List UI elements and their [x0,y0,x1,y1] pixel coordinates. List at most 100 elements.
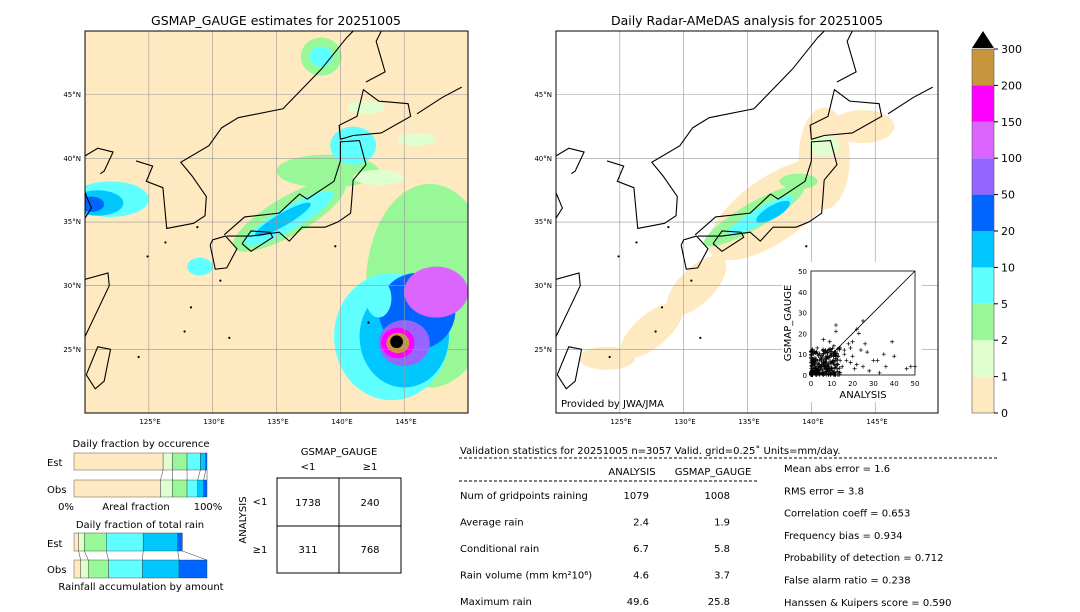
lat-tick: 35°N [63,218,81,226]
colorbar-tick-label: 2 [1001,334,1008,347]
validation-stats: Validation statistics for 20251005 n=305… [459,445,997,609]
scatter-point [835,351,839,356]
colorbar-segment [972,267,994,304]
fraction-segment [186,452,201,471]
scatter-point [812,369,817,374]
coastline [556,346,583,390]
occurrence-obs-label: Obs [47,485,66,496]
scatter-point [831,359,836,364]
table-col-label: ≥1 [363,462,378,473]
fraction-segment [172,452,188,471]
scatter-point [875,358,880,363]
scatter-point [810,372,815,377]
rain-contour [397,132,437,146]
coastline [887,86,933,115]
lon-tick: 145°E [395,418,416,426]
coastline [680,235,709,270]
colorbar-tick-label: 0 [1001,407,1008,420]
connector-line [84,550,89,561]
scatter-point [863,341,868,346]
rain-contour [353,169,405,186]
lat-tick: 30°N [534,282,552,290]
colorbar-segment [972,340,994,377]
colorbar-tick-label: 10 [1001,261,1015,274]
scatter-point [835,354,840,359]
table-cell: 1738 [295,498,320,509]
scatter-point [815,345,820,350]
lon-tick: 140°E [802,418,823,426]
scatter-point [867,368,872,373]
coastline [694,139,838,242]
coastline [209,235,238,270]
table-row-title: ANALYSIS [238,496,249,543]
scatter-x-tick: 20 [848,380,857,388]
scatter-point [827,339,832,344]
connector-line [182,550,208,561]
coastline [606,31,825,230]
scatter-x-tick: 40 [890,380,899,388]
coastline [416,86,462,115]
island [367,321,370,324]
scatter-y-tick: 10 [798,351,807,359]
scatter-point [821,357,826,362]
scatter-point [821,347,826,352]
colorbar-tick-label: 20 [1001,225,1015,238]
fraction-segment [197,479,204,498]
fraction-segment [172,479,188,498]
fraction-segment [73,532,79,552]
coastline [85,346,112,390]
stats-row-label: Conditional rain [460,544,539,555]
stats-row-analysis: 4.6 [633,571,649,582]
coastline [712,230,745,253]
fraction-segment [142,532,178,552]
coastline [809,88,883,140]
scatter-point [913,364,917,369]
rain-contour [346,101,386,114]
rain-contour [404,266,468,318]
table-col-title: GSMAP_GAUGE [301,447,378,458]
score-line: Probability of detection = 0.712 [784,553,943,564]
scatter-point [819,359,824,364]
scatter-point [842,352,847,357]
scatter-point [817,351,822,356]
scatter-point [821,337,826,342]
rain-fraction-xlabel: Rainfall accumulation by amount [58,582,223,593]
scatter-point [828,373,833,377]
colorbar-tick-label: 5 [1001,298,1008,311]
scatter-point [883,364,888,369]
lon-tick: 130°E [203,418,224,426]
scatter-point [812,359,817,364]
colorbar-segment [972,376,994,413]
rain-contour [255,202,311,237]
scatter-point [809,348,814,353]
fraction-segment [80,559,89,579]
fraction-segment [162,452,173,471]
fraction-segment [205,452,208,471]
left-map-title: GSMAP_GAUGE estimates for 20251005 [151,13,401,28]
colorbar: 0 1 2 5 10 20 50 100 150 200 300 [971,31,1022,420]
scatter-point [846,341,851,346]
scatter-y-tick: 20 [798,330,807,338]
fraction-segment [108,559,143,579]
score-line: False alarm ratio = 0.238 [784,576,911,587]
connector-line [142,550,144,561]
scatter-point [858,348,863,353]
scatter-point [831,353,836,358]
scatter-point [833,364,838,369]
rain-contour [578,346,636,370]
island [164,241,167,244]
scatter-point [829,368,834,373]
stats-row-gsmap: 3.7 [714,571,730,582]
table-cell: 240 [360,498,379,509]
scatter-point [892,354,897,359]
scatter-point [838,358,843,363]
scatter-ylabel: GSMAP_GAUGE [783,285,794,362]
colorbar-tick-label: 150 [1001,116,1022,129]
coastline [338,88,412,140]
scatter-point [816,362,821,367]
connector-line [160,469,164,481]
stats-row-analysis: 6.7 [633,544,649,555]
lat-tick: 45°N [534,91,552,99]
stats-row-analysis: 2.4 [633,518,649,529]
